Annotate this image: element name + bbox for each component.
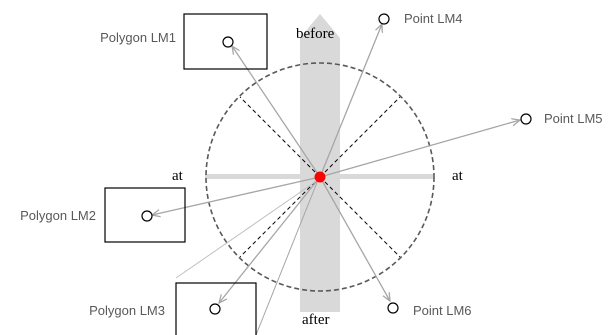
dashed-diagonal-sw <box>239 176 321 258</box>
point-lm6-marker <box>387 302 399 314</box>
point-lm6-label: Point LM6 <box>413 303 472 318</box>
before-label: before <box>296 26 335 42</box>
polygon-lm1-label: Polygon LM1 <box>100 30 176 45</box>
dashed-diagonal-nw <box>239 96 321 178</box>
at-left-label: at <box>172 168 184 184</box>
origin-point <box>314 171 326 183</box>
polygon-lm3-marker <box>209 303 221 315</box>
dashed-diagonal-se <box>319 176 401 258</box>
after-label: after <box>302 312 329 328</box>
lm3-extent-line-b <box>255 179 319 335</box>
lm3-extent-line-a <box>175 179 319 279</box>
polygon-lm1-box <box>183 13 268 70</box>
polygon-lm3-box <box>175 282 257 335</box>
point-lm5-label: Point LM5 <box>544 111 603 126</box>
point-lm4-label: Point LM4 <box>404 11 463 26</box>
ray-lm3 <box>219 176 321 303</box>
ray-lm1 <box>232 46 321 178</box>
ray-lm6 <box>319 176 390 301</box>
polygon-lm2-marker <box>141 210 153 222</box>
polygon-lm1-marker <box>222 36 234 48</box>
at-right-label: at <box>452 168 464 184</box>
point-lm4-marker <box>378 13 390 25</box>
ray-lm5 <box>319 120 520 178</box>
ray-lm2 <box>152 176 321 215</box>
point-lm5-marker <box>520 113 532 125</box>
dashed-diagonal-ne <box>319 96 401 178</box>
dashed-circle <box>205 62 435 292</box>
polygon-lm2-box <box>104 187 186 243</box>
ray-lm4 <box>319 24 382 178</box>
before-after-band <box>300 14 340 312</box>
polygon-lm2-label: Polygon LM2 <box>20 208 96 223</box>
polygon-lm3-label: Polygon LM3 <box>89 303 165 318</box>
